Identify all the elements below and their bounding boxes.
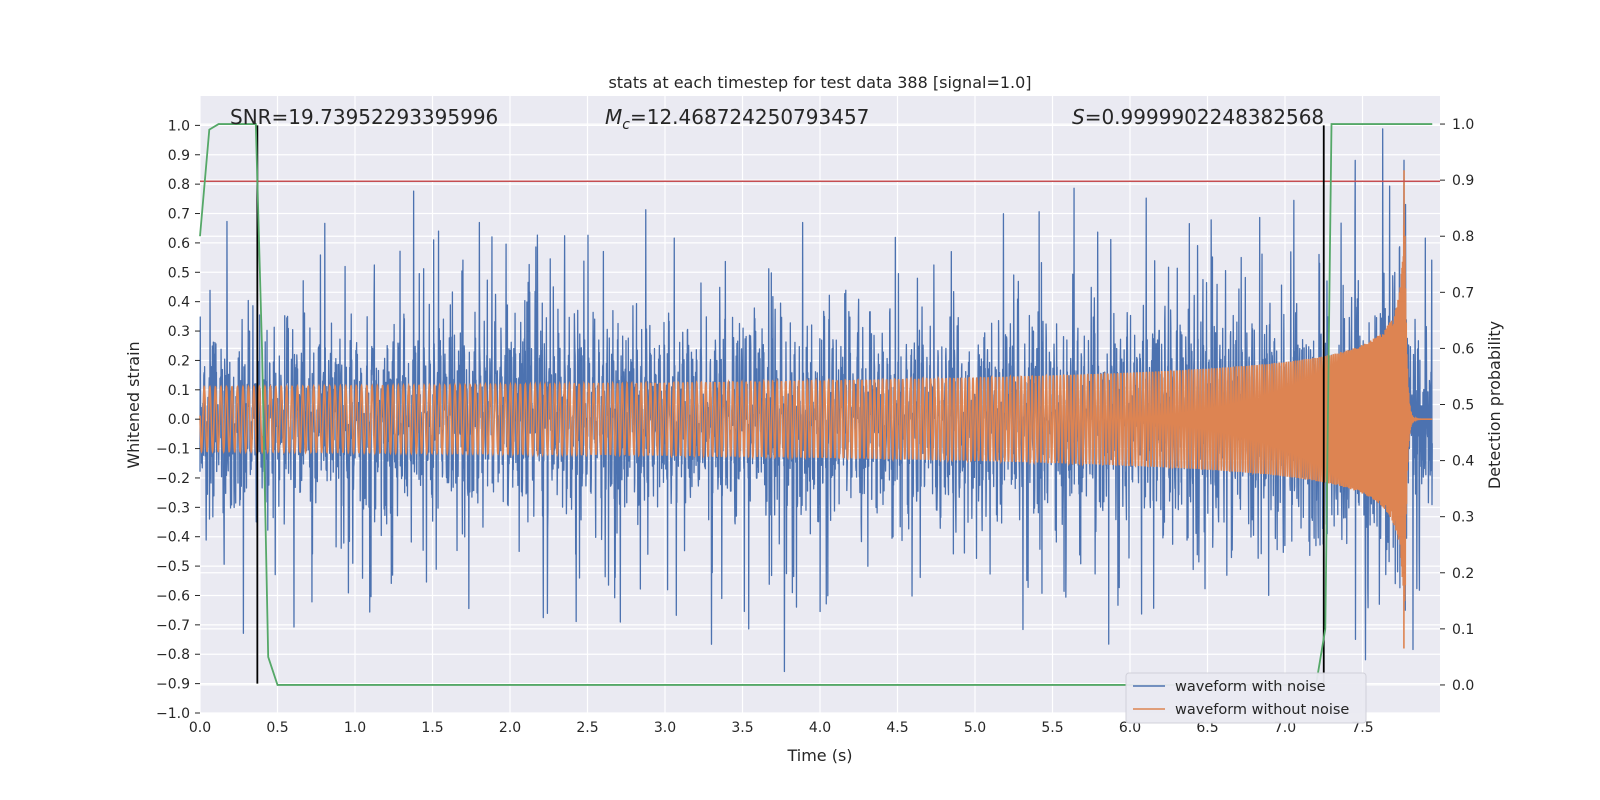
y-tick-label-left: 0.6 xyxy=(168,236,190,252)
y-tick-label-right: 0.9 xyxy=(1452,173,1474,189)
chirp-mass-symbol: M xyxy=(605,105,622,129)
snr-annotation: SNR=19.73952293395996 xyxy=(230,105,498,129)
legend-label-clean: waveform without noise xyxy=(1175,702,1349,718)
chirp-mass-subscript: c xyxy=(622,117,630,133)
x-tick-label: 4.0 xyxy=(809,720,831,736)
y-tick-label-left: −0.4 xyxy=(156,530,190,546)
x-tick-label: 1.5 xyxy=(421,720,443,736)
overlay-layer xyxy=(199,123,1440,686)
x-tick-label: 6.0 xyxy=(1119,720,1141,736)
y-tick-label-left: −1.0 xyxy=(156,706,190,722)
x-tick-label: 5.5 xyxy=(1041,720,1063,736)
x-axis-label: Time (s) xyxy=(786,746,852,765)
y-tick-label-left: 0.7 xyxy=(168,207,190,223)
x-tick-label: 0.5 xyxy=(266,720,288,736)
y-tick-label-left: −0.8 xyxy=(156,647,190,663)
x-tick-label: 7.0 xyxy=(1274,720,1296,736)
x-tick-label: 0.0 xyxy=(189,720,211,736)
x-tick-label: 2.5 xyxy=(576,720,598,736)
y-tick-label-left: −0.3 xyxy=(156,500,190,516)
x-tick-label: 5.0 xyxy=(964,720,986,736)
y-tick-label-right: 0.5 xyxy=(1452,398,1474,414)
y-tick-label-right: 0.6 xyxy=(1452,341,1474,357)
y-tick-label-left: −0.7 xyxy=(156,618,190,634)
y-tick-label-right: 1.0 xyxy=(1452,117,1474,133)
legend-label-noisy: waveform with noise xyxy=(1175,679,1326,695)
y-tick-label-left: 0.3 xyxy=(168,324,190,340)
chart-title: stats at each timestep for test data 388… xyxy=(608,73,1031,92)
chirp-mass-value: =12.468724250793457 xyxy=(630,105,869,129)
y-tick-label-left: −0.2 xyxy=(156,471,190,487)
y-tick-label-left: −0.9 xyxy=(156,677,190,693)
x-tick-label: 3.0 xyxy=(654,720,676,736)
tick-labels: 0.0 0.5 1.0 1.5 2.0 2.5 3.0 3.5 4.0 4.5 5.0 5.5 6.0 6… xyxy=(156,117,1474,736)
y-tick-label-right: 0.8 xyxy=(1452,229,1474,245)
x-tick-label: 2.0 xyxy=(499,720,521,736)
chirp-mass-annotation: Mc=12.468724250793457 xyxy=(605,105,869,133)
y-tick-label-right: 0.1 xyxy=(1452,622,1474,638)
legend: waveform with noise waveform without noi… xyxy=(1125,672,1367,724)
x-tick-label: 1.0 xyxy=(344,720,366,736)
y-tick-label-left: 0.0 xyxy=(168,412,190,428)
y-tick-label-right: 0.7 xyxy=(1452,285,1474,301)
y-tick-label-right: 0.2 xyxy=(1452,566,1474,582)
x-tick-label: 4.5 xyxy=(886,720,908,736)
y-tick-label-left: 1.0 xyxy=(168,118,190,134)
y-tick-label-left: 0.5 xyxy=(168,265,190,281)
y-tick-label-left: 0.1 xyxy=(168,383,190,399)
y-axis-label-left: Whitened strain xyxy=(124,341,143,468)
score-symbol: S xyxy=(1072,105,1085,129)
y-tick-label-left: −0.6 xyxy=(156,588,190,604)
y-tick-label-right: 0.3 xyxy=(1452,510,1474,526)
y-tick-label-left: −0.1 xyxy=(156,442,190,458)
y-tick-label-left: 0.8 xyxy=(168,177,190,193)
y-tick-label-left: −0.5 xyxy=(156,559,190,575)
x-tick-label: 7.5 xyxy=(1351,720,1373,736)
score-value: =0.9999902248382568 xyxy=(1085,105,1324,129)
legend-box xyxy=(1125,672,1367,724)
series-layer xyxy=(199,128,1433,673)
x-tick-label: 3.5 xyxy=(731,720,753,736)
y-tick-label-right: 0.0 xyxy=(1452,678,1474,694)
y-tick-label-left: 0.9 xyxy=(168,148,190,164)
series-line-clean xyxy=(199,170,1433,649)
y-tick-label-left: 0.2 xyxy=(168,353,190,369)
score-annotation: S=0.9999902248382568 xyxy=(1072,105,1324,129)
y-axis-label-right: Detection probability xyxy=(1485,321,1504,489)
y-tick-label-right: 0.4 xyxy=(1452,454,1474,470)
x-tick-label: 6.5 xyxy=(1196,720,1218,736)
y-tick-label-left: 0.4 xyxy=(168,295,190,311)
